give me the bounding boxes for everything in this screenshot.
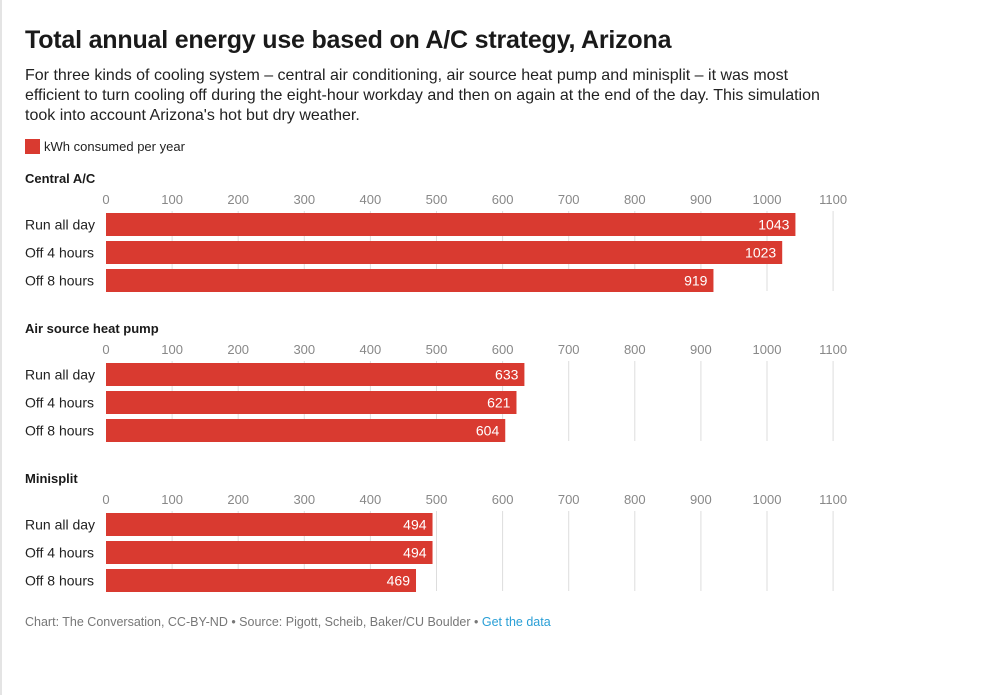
x-tick-label: 500 [426, 342, 448, 357]
bar [106, 513, 433, 536]
x-tick-label: 500 [426, 192, 448, 207]
category-label: Off 4 hours [25, 245, 94, 261]
bar [106, 419, 506, 442]
x-tick-label: 300 [293, 342, 315, 357]
x-tick-label: 0 [102, 192, 109, 207]
x-tick-label: 400 [360, 492, 382, 507]
x-tick-label: 500 [426, 492, 448, 507]
bar-value-label: 919 [684, 273, 708, 289]
legend: kWh consumed per year [25, 139, 185, 154]
x-tick-label: 800 [624, 492, 646, 507]
x-tick-label: 400 [360, 192, 382, 207]
x-tick-label: 700 [558, 492, 580, 507]
category-label: Off 4 hours [25, 395, 94, 411]
get-the-data-link[interactable]: Get the data [481, 615, 551, 629]
bar-value-label: 621 [487, 395, 511, 411]
bar-value-label: 494 [403, 517, 427, 533]
x-tick-label: 900 [690, 342, 712, 357]
category-label: Off 8 hours [25, 573, 94, 589]
bar-value-label: 633 [495, 367, 519, 383]
category-label: Run all day [25, 217, 95, 233]
x-tick-label: 1100 [819, 342, 847, 357]
chart-footer: Chart: The Conversation, CC-BY-ND • Sour… [25, 615, 551, 629]
x-tick-label: 100 [161, 192, 183, 207]
bar [106, 241, 783, 264]
bar [106, 213, 796, 236]
x-tick-label: 700 [558, 342, 580, 357]
chart-title: Total annual energy use based on A/C str… [25, 26, 672, 54]
bar-value-label: 1043 [758, 217, 789, 233]
x-tick-label: 1100 [819, 192, 847, 207]
x-tick-label: 700 [558, 192, 580, 207]
bar [106, 269, 714, 292]
x-tick-label: 200 [227, 342, 249, 357]
legend-swatch [25, 139, 40, 154]
bar [106, 391, 517, 414]
category-label: Run all day [25, 367, 95, 383]
chart-panel: Air source heat pump 0 100 200 300 400 500 600 7… [25, 321, 847, 442]
panel-title: Minisplit [25, 471, 78, 486]
bar [106, 541, 433, 564]
category-label: Off 8 hours [25, 423, 94, 439]
bar [106, 363, 525, 386]
x-tick-label: 1100 [819, 492, 847, 507]
chart-panel: Central A/C 0 100 200 300 400 500 600 700 800 900 1… [25, 171, 847, 292]
x-tick-label: 300 [293, 192, 315, 207]
x-tick-label: 200 [227, 492, 249, 507]
chart-subtitle: For three kinds of cooling system – cent… [25, 67, 820, 124]
x-tick-label: 0 [102, 342, 109, 357]
chart-panel: Minisplit 0 100 200 300 400 500 600 700 800 900 100… [25, 471, 847, 592]
bar [106, 569, 417, 592]
x-tick-label: 100 [161, 342, 183, 357]
x-tick-label: 200 [227, 192, 249, 207]
x-tick-label: 900 [690, 192, 712, 207]
x-tick-label: 100 [161, 492, 183, 507]
x-tick-label: 600 [492, 492, 514, 507]
footer-credit: Chart: The Conversation, CC-BY-ND • Sour… [25, 615, 482, 629]
category-label: Off 8 hours [25, 273, 94, 289]
page-left-border [0, 0, 2, 695]
x-tick-label: 1000 [753, 192, 782, 207]
x-tick-label: 800 [624, 192, 646, 207]
bar-value-label: 469 [387, 573, 411, 589]
bar-value-label: 604 [476, 423, 500, 439]
x-tick-label: 300 [293, 492, 315, 507]
panel-title: Central A/C [25, 171, 96, 186]
category-label: Run all day [25, 517, 95, 533]
bar-value-label: 1023 [745, 245, 776, 261]
x-tick-label: 900 [690, 492, 712, 507]
x-tick-label: 400 [360, 342, 382, 357]
panel-title: Air source heat pump [25, 321, 159, 336]
legend-label: kWh consumed per year [44, 139, 185, 154]
x-tick-label: 0 [102, 492, 109, 507]
x-tick-label: 1000 [753, 492, 782, 507]
bar-value-label: 494 [403, 545, 427, 561]
x-tick-label: 800 [624, 342, 646, 357]
x-tick-label: 600 [492, 342, 514, 357]
x-tick-label: 600 [492, 192, 514, 207]
x-tick-label: 1000 [753, 342, 782, 357]
category-label: Off 4 hours [25, 545, 94, 561]
